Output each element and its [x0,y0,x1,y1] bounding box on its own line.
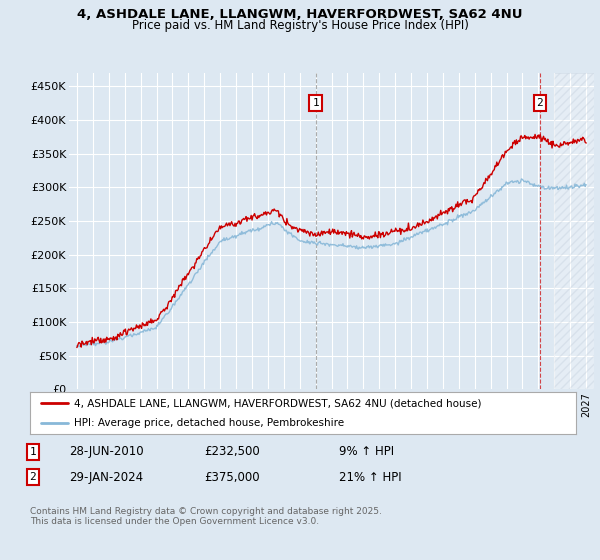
Text: 29-JAN-2024: 29-JAN-2024 [69,470,143,484]
Text: £375,000: £375,000 [204,470,260,484]
Text: 2: 2 [536,98,543,108]
Text: Price paid vs. HM Land Registry's House Price Index (HPI): Price paid vs. HM Land Registry's House … [131,19,469,32]
Text: 4, ASHDALE LANE, LLANGWM, HAVERFORDWEST, SA62 4NU: 4, ASHDALE LANE, LLANGWM, HAVERFORDWEST,… [77,8,523,21]
Text: 9% ↑ HPI: 9% ↑ HPI [339,445,394,459]
Text: 21% ↑ HPI: 21% ↑ HPI [339,470,401,484]
Text: Contains HM Land Registry data © Crown copyright and database right 2025.
This d: Contains HM Land Registry data © Crown c… [30,507,382,526]
Bar [554,73,594,389]
Text: 28-JUN-2010: 28-JUN-2010 [69,445,143,459]
Text: 1: 1 [312,98,319,108]
Text: 4, ASHDALE LANE, LLANGWM, HAVERFORDWEST, SA62 4NU (detached house): 4, ASHDALE LANE, LLANGWM, HAVERFORDWEST,… [74,398,481,408]
Text: 1: 1 [29,447,37,457]
Text: HPI: Average price, detached house, Pembrokeshire: HPI: Average price, detached house, Pemb… [74,418,344,428]
Text: £232,500: £232,500 [204,445,260,459]
Text: 2: 2 [29,472,37,482]
